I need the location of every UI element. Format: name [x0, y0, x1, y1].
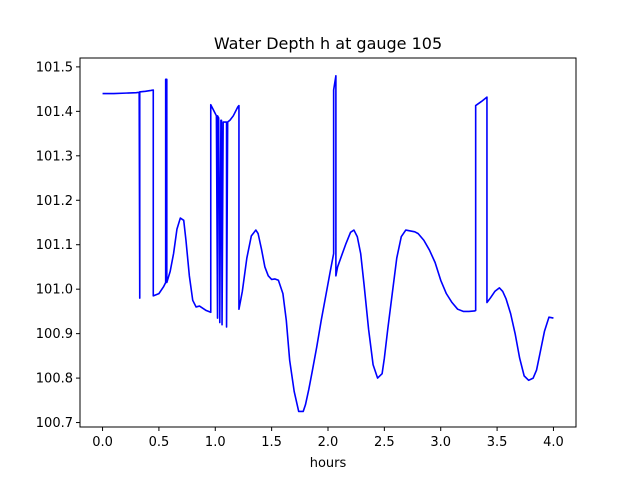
x-tick-label: 2.5 — [374, 435, 395, 450]
x-tick-label: 1.0 — [205, 435, 226, 450]
x-tick-label: 0.0 — [92, 435, 113, 450]
x-tick-label: 2.0 — [318, 435, 339, 450]
x-axis-label: hours — [310, 456, 347, 471]
axes-frame — [79, 57, 577, 428]
y-tick-label: 101.1 — [36, 238, 73, 253]
y-tick-label: 101.5 — [36, 60, 73, 75]
y-tick-label: 100.8 — [36, 372, 73, 387]
y-tick-label: 101.2 — [36, 194, 73, 209]
y-tick-label: 101.4 — [36, 105, 73, 120]
series-line-0 — [102, 74, 554, 413]
x-tick-label: 0.5 — [149, 435, 170, 450]
x-tick-label: 4.0 — [543, 435, 564, 450]
y-axis: 100.7 100.8 100.9 101.0 101.1 101.2 101.3 101.4… — [36, 60, 80, 431]
x-tick-label: 3.5 — [487, 435, 508, 450]
plot-area — [102, 74, 554, 413]
x-tick-label: 3.0 — [430, 435, 451, 450]
x-tick-label: 1.5 — [261, 435, 282, 450]
y-tick-label: 100.7 — [36, 416, 73, 431]
x-axis: 0.0 0.5 1.0 1.5 2.0 2.5 3.0 3.5 4.0 — [92, 427, 564, 450]
chart-title: Water Depth h at gauge 105 — [214, 34, 442, 53]
y-tick-label: 101.0 — [36, 283, 73, 298]
y-tick-label: 101.3 — [36, 149, 73, 164]
y-tick-label: 100.9 — [36, 327, 73, 342]
